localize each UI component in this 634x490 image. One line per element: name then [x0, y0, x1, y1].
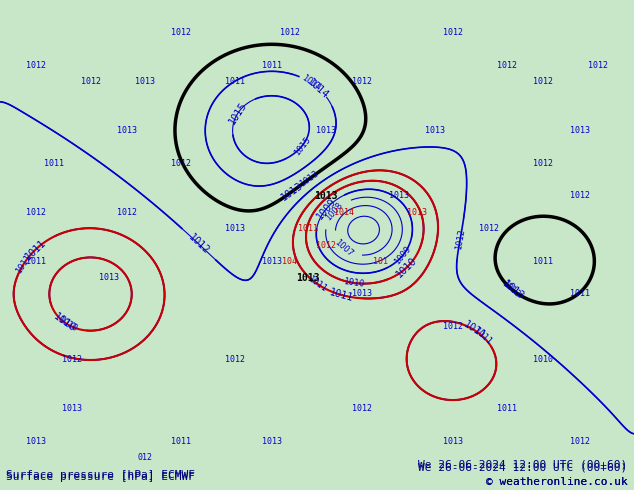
Text: 1012: 1012 [353, 404, 372, 413]
Text: 1010: 1010 [52, 312, 78, 334]
Text: 1013: 1013 [500, 278, 522, 299]
Text: 1011: 1011 [328, 287, 355, 303]
Text: 1012: 1012 [280, 28, 300, 37]
Text: 1011: 1011 [533, 257, 553, 266]
Text: 1011: 1011 [44, 159, 64, 168]
Text: 1011: 1011 [15, 252, 34, 275]
Text: 1011: 1011 [570, 290, 590, 298]
Text: Surface pressure [hPa] ECMWF: Surface pressure [hPa] ECMWF [6, 472, 195, 482]
Text: 1010: 1010 [343, 277, 365, 289]
Text: 1015: 1015 [227, 100, 249, 126]
Text: 1011: 1011 [471, 325, 493, 346]
Text: © weatheronline.co.uk: © weatheronline.co.uk [486, 477, 628, 487]
Text: 1012: 1012 [63, 355, 82, 364]
Text: 1013: 1013 [26, 437, 46, 445]
Text: 1010: 1010 [533, 355, 553, 364]
Text: 1012: 1012 [186, 232, 211, 256]
Text: 1009: 1009 [392, 245, 413, 266]
Text: 1009: 1009 [315, 196, 339, 221]
Text: 1012: 1012 [570, 437, 590, 445]
Text: 1012: 1012 [454, 228, 467, 250]
Text: 104: 104 [282, 257, 297, 266]
Text: 1013: 1013 [99, 273, 119, 282]
Text: We 26-06-2024 12:00 UTC (00+60): We 26-06-2024 12:00 UTC (00+60) [418, 460, 628, 470]
Text: 1013: 1013 [63, 404, 82, 413]
Text: 1013: 1013 [279, 181, 305, 203]
Text: 1013: 1013 [353, 290, 372, 298]
Text: 1011: 1011 [23, 237, 48, 261]
Text: 1012: 1012 [443, 322, 463, 331]
Text: 1012: 1012 [588, 61, 608, 70]
Text: 1008: 1008 [324, 200, 345, 222]
Text: 1012: 1012 [533, 77, 553, 86]
Text: 1011: 1011 [226, 77, 245, 86]
Text: 1012: 1012 [171, 28, 191, 37]
Text: We 26-06-2024 12:00 UTC (00+60): We 26-06-2024 12:00 UTC (00+60) [418, 463, 628, 472]
Text: 1012: 1012 [497, 61, 517, 70]
Text: 1013: 1013 [389, 192, 408, 200]
Text: 1013: 1013 [299, 169, 321, 189]
Text: 1010: 1010 [56, 315, 79, 334]
Text: 1012: 1012 [26, 208, 46, 217]
Text: 1013: 1013 [570, 126, 590, 135]
Text: 1011: 1011 [306, 274, 328, 293]
Text: © weatheronline.co.uk: © weatheronline.co.uk [486, 477, 628, 487]
Text: 1013: 1013 [262, 437, 281, 445]
Text: 1012: 1012 [171, 159, 191, 168]
Text: 1015: 1015 [292, 135, 312, 157]
Text: 1007: 1007 [333, 238, 354, 259]
Text: 1012: 1012 [117, 208, 137, 217]
Text: 1013: 1013 [296, 272, 320, 283]
Text: 1011: 1011 [298, 224, 318, 233]
Text: 1013: 1013 [425, 126, 444, 135]
Text: 1013: 1013 [314, 191, 338, 201]
Text: 101: 101 [373, 257, 388, 266]
Text: 1013: 1013 [262, 257, 281, 266]
Text: 1012: 1012 [353, 77, 372, 86]
Text: 1012: 1012 [479, 224, 499, 233]
Text: 1013: 1013 [316, 126, 336, 135]
Text: 1012: 1012 [533, 159, 553, 168]
Text: 1012: 1012 [81, 77, 101, 86]
Text: 1012: 1012 [570, 192, 590, 200]
Text: 1013: 1013 [135, 77, 155, 86]
Text: 1012: 1012 [443, 28, 463, 37]
Text: 1012: 1012 [316, 241, 336, 249]
Text: 1012: 1012 [226, 355, 245, 364]
Text: 1011: 1011 [262, 61, 281, 70]
Text: 1011: 1011 [26, 257, 46, 266]
Text: 012: 012 [138, 453, 152, 462]
Text: 1010: 1010 [395, 255, 419, 279]
Text: 1012: 1012 [26, 61, 46, 70]
Text: 1014: 1014 [301, 74, 323, 93]
Text: 1011: 1011 [497, 404, 517, 413]
Text: 1013: 1013 [406, 208, 427, 217]
Text: 1013: 1013 [443, 437, 463, 445]
Text: 1014: 1014 [306, 76, 331, 100]
Text: 1014: 1014 [334, 208, 354, 217]
Text: 1011: 1011 [462, 319, 488, 342]
Text: 1013: 1013 [226, 224, 245, 233]
Text: 1013: 1013 [500, 279, 526, 302]
Text: Surface pressure [hPa] ECMWF: Surface pressure [hPa] ECMWF [6, 470, 195, 480]
Text: 1013: 1013 [117, 126, 137, 135]
Text: 1011: 1011 [171, 437, 191, 445]
